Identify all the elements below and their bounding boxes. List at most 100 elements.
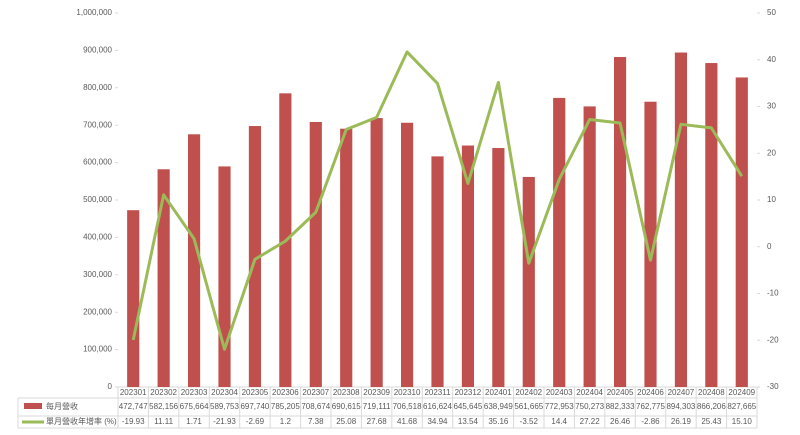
x-tick-label: 202303 <box>181 388 208 397</box>
y2-tick-label: -20 <box>767 335 779 344</box>
y-tick-label: 500,000 <box>83 195 112 204</box>
table-value: 41.68 <box>397 417 418 426</box>
y2-tick-label: 30 <box>767 102 776 111</box>
bar <box>674 52 688 388</box>
y-tick-label: 700,000 <box>83 120 112 129</box>
table-value: 27.22 <box>580 417 601 426</box>
bar <box>522 176 535 387</box>
table-value: 14.4 <box>551 417 567 426</box>
bar <box>370 118 383 387</box>
legend-swatch <box>24 403 42 409</box>
y2-tick-label: 0 <box>767 242 772 251</box>
y-tick-label: 900,000 <box>83 46 112 55</box>
bar <box>248 126 262 388</box>
y2-tick-label: 40 <box>767 55 776 64</box>
bar <box>127 210 140 387</box>
table-value: 561,665 <box>514 402 543 411</box>
table-value: 1.2 <box>280 417 292 426</box>
x-tick-label: 202312 <box>455 388 482 397</box>
bar <box>431 156 444 387</box>
x-tick-label: 202406 <box>637 388 664 397</box>
table-value: 15.10 <box>732 417 753 426</box>
table-value: 25.08 <box>336 417 357 426</box>
bar <box>187 134 201 387</box>
legend-label: 單月營收年增率 (%) <box>46 416 117 426</box>
table-value: 26.46 <box>610 417 631 426</box>
y-tick-label: 400,000 <box>83 233 112 242</box>
table-value: 866,206 <box>697 402 726 411</box>
y-tick-label: 300,000 <box>83 270 112 279</box>
x-tick-label: 202404 <box>576 388 603 397</box>
y-tick-label: 800,000 <box>83 83 112 92</box>
x-tick-label: 202403 <box>546 388 573 397</box>
x-tick-label: 202306 <box>272 388 299 397</box>
table-value: -19.93 <box>122 417 145 426</box>
table-value: 11.11 <box>154 417 173 426</box>
table-value: 827,665 <box>727 402 756 411</box>
legend-label: 每月營收 <box>46 401 78 411</box>
x-tick-label: 202402 <box>515 388 542 397</box>
table-value: 13.54 <box>458 417 479 426</box>
bar <box>583 106 596 388</box>
table-value: 589,753 <box>210 402 239 411</box>
table-value: 7.38 <box>308 417 324 426</box>
x-tick-label: 202307 <box>302 388 329 397</box>
table-value: 675,664 <box>180 402 209 411</box>
bar <box>309 121 322 387</box>
x-tick-label: 202311 <box>424 388 451 397</box>
bar <box>553 97 566 387</box>
x-tick-label: 202405 <box>607 388 634 397</box>
x-tick-label: 202310 <box>394 388 421 397</box>
table-value: 582,156 <box>149 402 178 411</box>
y-tick-label: 100,000 <box>83 345 112 354</box>
table-value: 772,953 <box>545 402 574 411</box>
line <box>131 50 744 351</box>
x-tick-label: 202302 <box>150 388 177 397</box>
bar <box>157 169 170 387</box>
y2-tick-label: 20 <box>767 148 776 157</box>
bar <box>492 148 505 387</box>
table-value: -3.52 <box>520 417 539 426</box>
x-tick-label: 202407 <box>668 388 695 397</box>
table-value: 472,747 <box>119 402 148 411</box>
table-value: 638,949 <box>484 402 513 411</box>
table-value: 690,615 <box>332 402 361 411</box>
y2-tick-label: 10 <box>767 195 776 204</box>
y-tick-label: 600,000 <box>83 158 112 167</box>
x-tick-label: 202401 <box>485 388 512 397</box>
bar <box>613 57 627 388</box>
table-value: 35.16 <box>488 417 509 426</box>
table-value: 719,111 <box>363 402 391 411</box>
table-value: 34.94 <box>427 417 448 426</box>
y-tick-label: 1,000,000 <box>76 8 112 17</box>
bar <box>644 101 657 387</box>
table-value: 26.19 <box>671 417 692 426</box>
y2-tick-label: -30 <box>767 382 779 391</box>
x-tick-label: 202305 <box>242 388 269 397</box>
table-value: 706,518 <box>393 402 422 411</box>
table-value: -2.86 <box>641 417 660 426</box>
table-value: 894,303 <box>666 402 695 411</box>
x-tick-label: 202308 <box>333 388 360 397</box>
table-value: -2.69 <box>246 417 265 426</box>
table-value: 27.68 <box>367 417 388 426</box>
table-value: 616,624 <box>423 402 452 411</box>
y2-tick-label: -10 <box>767 289 779 298</box>
x-tick-label: 202309 <box>363 388 390 397</box>
x-tick-label: 202409 <box>728 388 755 397</box>
bar <box>340 128 353 387</box>
table-value: 750,273 <box>575 402 604 411</box>
table-value: 1.71 <box>186 417 202 426</box>
bar <box>705 63 718 388</box>
y-tick-label: 200,000 <box>83 307 112 316</box>
y-tick-label: 0 <box>108 382 113 391</box>
table-value: 785,205 <box>271 402 300 411</box>
bar <box>400 122 414 387</box>
bar <box>735 77 748 387</box>
table-value: 697,740 <box>240 402 269 411</box>
bar <box>461 145 475 387</box>
bar <box>218 166 231 387</box>
x-tick-label: 202301 <box>120 388 147 397</box>
table-value: 708,674 <box>301 402 330 411</box>
